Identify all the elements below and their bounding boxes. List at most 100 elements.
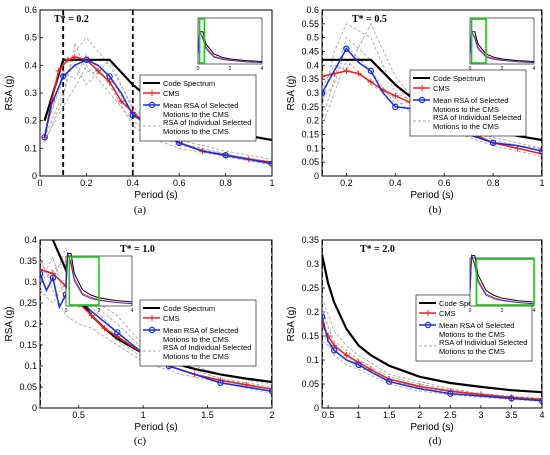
x-tick-label: 0 (37, 178, 42, 188)
legend-entry-individual: RSA of Individual Selected Motions to the… (439, 338, 527, 356)
chart-panel-a: 0 0.2 0.4 0.6 0.8 1 0 0.1 0.2 0.3 0.4 0.5 0.6 Period … (4, 5, 275, 216)
legend-marker-cms (425, 310, 431, 316)
y-tick-label: 0.2 (306, 307, 319, 317)
legend-entry-individual: RSA of Individual Selected Motions to the… (163, 118, 251, 136)
legend-marker-cms (149, 90, 155, 96)
mean-line (322, 47, 542, 152)
legend-entry-mean: Mean RSA of Selected Motions to the CMS (439, 321, 514, 339)
y-tick-label: 0.6 (306, 5, 319, 15)
mean-marker (217, 379, 224, 386)
individual-motion-line (322, 311, 542, 400)
mean-marker (106, 73, 113, 80)
y-tick-label: 0.05 (301, 379, 319, 389)
x-axis-label: Period (s) (134, 190, 177, 201)
legend-entry-code: Code Spectrum (163, 304, 215, 313)
x-tick-label: 1 (269, 178, 274, 188)
y-tick-label: 0.15 (19, 340, 37, 350)
x-tick-label: 0.5 (72, 410, 85, 420)
inset-highlight-box (475, 258, 535, 306)
legend-entry-cms: CMS (433, 84, 450, 93)
x-tick-label: 0.5 (322, 410, 335, 420)
mean-line (43, 58, 272, 165)
cms-marker (367, 78, 374, 85)
inset-x-tick-label: 4 (131, 308, 134, 314)
mean-marker (60, 73, 67, 80)
cms-marker (55, 67, 62, 74)
inset-code-line (469, 255, 535, 303)
x-tick-label: 0.8 (487, 178, 500, 188)
y-tick-label: 0.2 (306, 116, 319, 126)
x-tick-label: 1 (141, 410, 146, 420)
mean-marker (322, 313, 326, 320)
cms-marker (539, 150, 542, 157)
mean-marker (508, 395, 515, 402)
legend-entry-code: Code Spectrum (433, 74, 485, 83)
y-axis-label: RSA (g) (286, 75, 297, 110)
x-tick-label: 0.6 (173, 178, 186, 188)
mean-marker (538, 397, 542, 404)
inset-x-tick-label: 0 (65, 308, 68, 314)
inset-x-tick-label: 2 (501, 66, 504, 72)
y-tick-label: 0.3 (306, 259, 319, 269)
y-tick-label: 0.4 (306, 60, 319, 70)
y-tick-label: 0.25 (301, 102, 319, 112)
y-tick-label: 0.25 (301, 283, 319, 293)
legend-entry-individual: RSA of Individual Selected Motions to the… (433, 113, 521, 131)
x-tick-label: 0.6 (438, 178, 451, 188)
mean-marker (367, 67, 375, 75)
y-tick-label: 0.1 (24, 143, 37, 153)
x-tick-label: 4 (539, 410, 544, 420)
legend-marker-mean (148, 101, 156, 109)
inset-x-tick-label: 4 (533, 308, 536, 314)
y-axis-label: RSA (g) (286, 306, 297, 341)
mean-line (40, 273, 272, 392)
legend-marker-cms (149, 315, 155, 321)
legend-entry-cms: CMS (439, 309, 456, 318)
y-axis-label: RSA (g) (4, 75, 15, 110)
y-tick-label: 0.3 (306, 88, 319, 98)
y-tick-label: 0.35 (301, 235, 319, 245)
mean-marker (41, 134, 48, 141)
mean-marker (268, 388, 272, 395)
inset-x-tick-label: 0 (469, 308, 472, 314)
legend-entry-code: Code Spectrum (163, 79, 215, 88)
inset-mean-line (197, 30, 263, 63)
legend-marker-mean (148, 326, 156, 334)
cms-marker (392, 92, 399, 99)
y-tick-label: 0.1 (306, 355, 319, 365)
x-tick-label: 3 (478, 410, 483, 420)
mean-marker (392, 103, 399, 111)
tstar-label: T* = 0.2 (54, 14, 89, 25)
inset-highlight-box (470, 18, 487, 64)
mean-marker (355, 361, 362, 368)
x-axis-label: Period (s) (410, 422, 453, 433)
y-tick-label: 0.35 (301, 74, 319, 84)
x-tick-label: 1 (539, 178, 544, 188)
individual-motion-line (40, 256, 272, 394)
x-tick-label: 2 (417, 410, 422, 420)
cms-marker (343, 352, 350, 359)
tstar-label: T* = 0.5 (352, 14, 387, 25)
x-tick-label: 2.5 (444, 410, 457, 420)
y-tick-label: 0.3 (24, 277, 37, 287)
x-tick-label: 0.2 (340, 178, 353, 188)
cms-line (322, 323, 542, 401)
mean-marker (222, 152, 229, 159)
individual-motion-line (322, 58, 542, 158)
legend-entry-mean: Mean RSA of Selected Motions to the CMS (163, 101, 238, 119)
cms-marker (64, 56, 71, 63)
inset-plot: 0 2 4 (469, 254, 536, 314)
inset-plot: 0 2 4 (65, 252, 134, 314)
x-axis-label: Period (s) (134, 422, 177, 433)
mean-marker (343, 45, 350, 52)
legend-marker-cms (419, 85, 425, 91)
tstar-label: T* = 1.0 (120, 244, 155, 255)
panel-caption: (c) (134, 435, 147, 447)
legend-marker-mean (418, 96, 426, 104)
panel-caption: (a) (134, 204, 147, 216)
inset-box (469, 17, 535, 65)
code-spectrum-line (322, 254, 542, 394)
individual-motion-line (322, 330, 542, 402)
y-axis-label: RSA (g) (4, 306, 15, 341)
